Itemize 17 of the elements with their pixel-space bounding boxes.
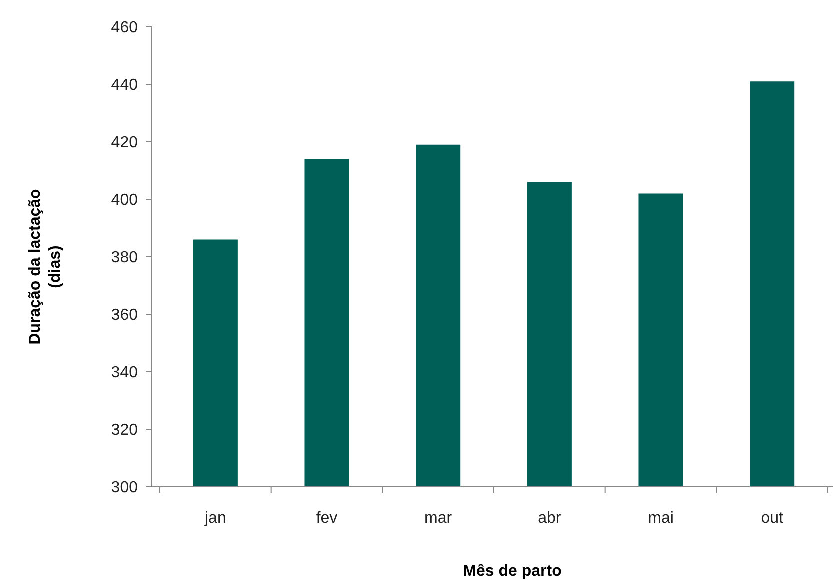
y-axis-title: Duração da lactação (dias)	[27, 188, 64, 345]
x-tick-label: mar	[424, 510, 453, 527]
y-tick-label: 340	[111, 364, 138, 382]
y-tick-label: 360	[111, 307, 138, 324]
y-tick-label: 440	[111, 77, 138, 94]
y-tick-label: 460	[111, 20, 138, 37]
y-tick-label: 300	[111, 480, 138, 497]
x-axis-title: Mês de parto	[463, 563, 562, 580]
x-tick-label: jan	[204, 510, 226, 527]
y-tick-label: 420	[111, 134, 138, 152]
y-tick-label: 400	[111, 192, 138, 210]
x-tick-label: fev	[316, 510, 338, 527]
x-tick-label: out	[761, 510, 784, 527]
y-tick-label: 380	[111, 250, 138, 267]
x-tick-label: abr	[538, 510, 562, 527]
y-tick-label: 320	[111, 422, 138, 440]
x-tick-label: mai	[648, 510, 674, 527]
